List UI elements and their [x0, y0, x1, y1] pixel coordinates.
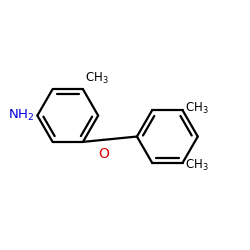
Text: CH$_3$: CH$_3$ [185, 158, 208, 172]
Text: CH$_3$: CH$_3$ [85, 70, 109, 86]
Text: O: O [98, 147, 109, 161]
Text: CH$_3$: CH$_3$ [185, 100, 208, 116]
Text: NH$_2$: NH$_2$ [8, 108, 35, 123]
